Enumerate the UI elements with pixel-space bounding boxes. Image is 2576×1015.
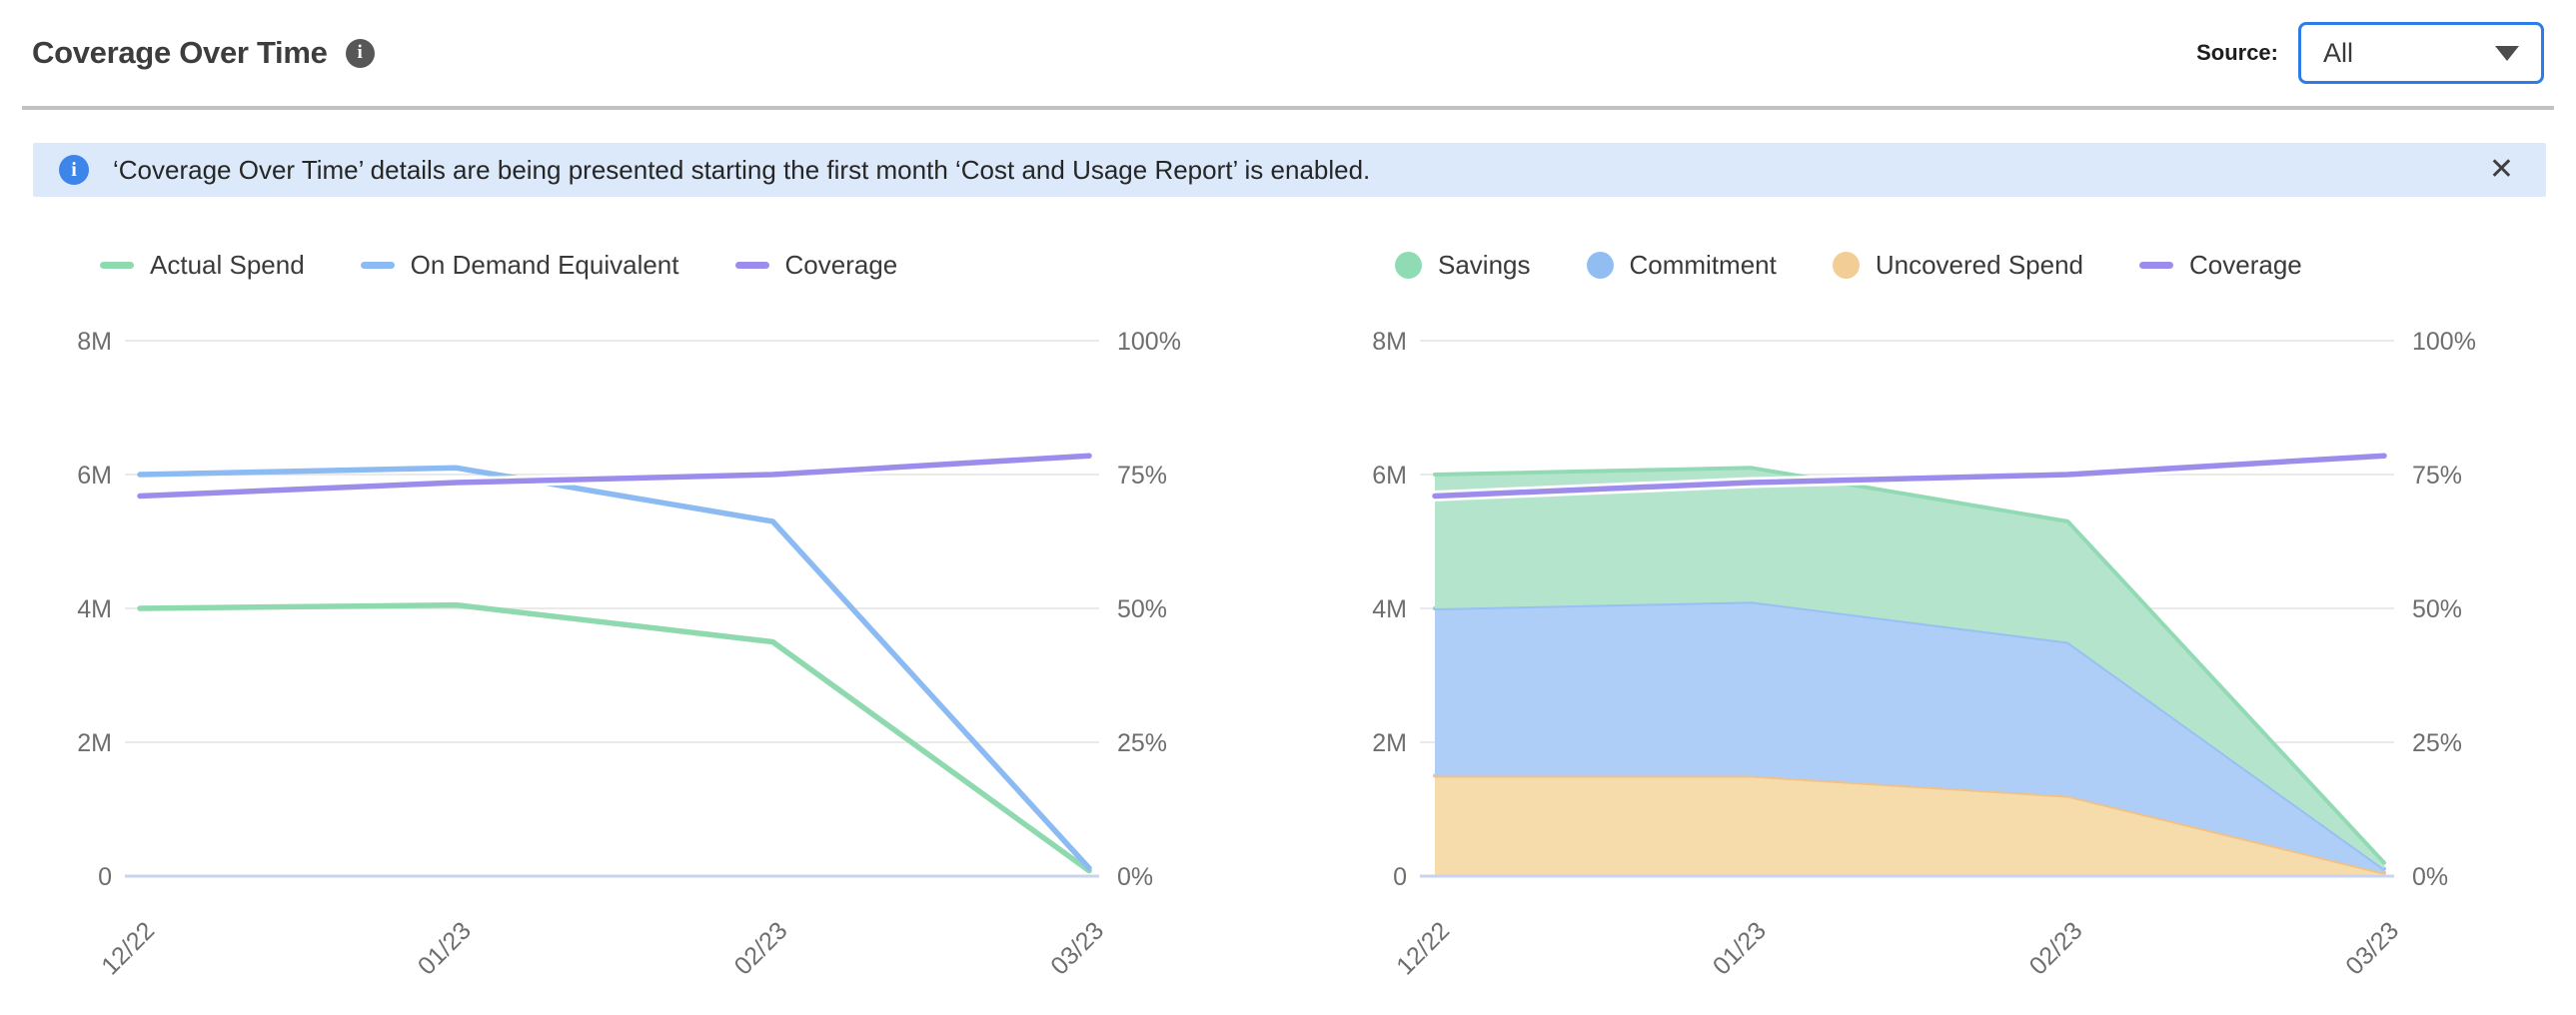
- area-chart-legend: Savings Commitment Uncovered Spend Coverage: [1395, 233, 2574, 297]
- x-axis-label: 02/23: [729, 916, 793, 980]
- area-edge-commitment: [1433, 599, 2386, 871]
- header: Coverage Over Time i Source: All: [0, 0, 2576, 106]
- x-axis-label: 12/22: [96, 916, 160, 980]
- line-chart-legend: Actual Spend On Demand Equivalent Coverage: [100, 233, 1279, 297]
- legend-item-commitment[interactable]: Commitment: [1586, 249, 1777, 281]
- source-filter: Source: All: [2196, 22, 2544, 84]
- info-banner: i ‘Coverage Over Time’ details are being…: [33, 143, 2546, 197]
- coverage-line-chart-panel: Actual Spend On Demand Equivalent Coverage…: [30, 233, 1279, 1000]
- area-chart[interactable]: 0 2M 4M 6M 8M 0% 25% 50% 75% 100% 12/22 01/23 02/23 0…: [1325, 301, 2574, 1000]
- legend-dot-swatch: [1586, 251, 1614, 279]
- line-coverage[interactable]: [1432, 453, 2387, 500]
- y-axis-label-left: 2M: [77, 729, 112, 757]
- charts-row: Actual Spend On Demand Equivalent Coverage…: [0, 233, 2576, 1000]
- legend-line-swatch: [734, 261, 769, 269]
- area-uncovered-spend[interactable]: [1435, 775, 2384, 877]
- legend-label: Commitment: [1629, 249, 1777, 280]
- y-axis-label-left: 0: [1393, 863, 1407, 891]
- legend-label: Coverage: [784, 249, 898, 280]
- x-axis-label: 01/23: [413, 916, 477, 980]
- y-axis-label-right: 100%: [2412, 328, 2476, 356]
- y-axis-label-right: 0%: [1117, 863, 1153, 891]
- y-axis-label-left: 2M: [1372, 729, 1407, 757]
- legend-dot-swatch: [1395, 251, 1422, 279]
- title-wrap: Coverage Over Time i: [32, 35, 375, 71]
- y-axis-label-left: 6M: [1372, 462, 1407, 490]
- source-dropdown-value: All: [2323, 37, 2354, 68]
- y-axis-label-right: 100%: [1117, 328, 1181, 356]
- legend-item-uncovered-spend[interactable]: Uncovered Spend: [1832, 249, 2083, 281]
- y-axis-label-right: 25%: [2412, 729, 2462, 757]
- y-axis-label-right: 50%: [2412, 595, 2462, 623]
- y-axis-label-right: 75%: [1117, 462, 1167, 490]
- legend-item-actual-spend[interactable]: Actual Spend: [100, 250, 305, 281]
- y-axis-label-left: 8M: [77, 328, 112, 356]
- line-actual-spend[interactable]: [137, 601, 1092, 874]
- x-axis-label: 02/23: [2024, 916, 2088, 980]
- legend-item-coverage[interactable]: Coverage: [734, 249, 898, 281]
- info-icon[interactable]: i: [345, 38, 375, 68]
- legend-line-swatch: [2139, 261, 2173, 269]
- legend-item-savings[interactable]: Savings: [1395, 250, 1531, 281]
- x-axis-label: 03/23: [2340, 916, 2404, 980]
- x-axis-label: 01/23: [1708, 916, 1772, 980]
- close-icon[interactable]: ✕: [2488, 153, 2514, 186]
- legend-line-swatch: [360, 261, 395, 269]
- line-coverage[interactable]: [137, 453, 1092, 500]
- y-axis-label-right: 0%: [2412, 863, 2448, 891]
- y-axis-label-right: 75%: [2412, 462, 2462, 490]
- line-on-demand-equivalent[interactable]: [137, 465, 1092, 871]
- banner-info-icon: i: [59, 155, 89, 185]
- header-divider: [22, 106, 2554, 110]
- x-axis-label: 12/22: [1391, 916, 1455, 980]
- y-axis-label-left: 6M: [77, 462, 112, 490]
- area-savings[interactable]: [1435, 468, 2384, 869]
- coverage-area-chart-panel: Savings Commitment Uncovered Spend Coverage…: [1325, 233, 2574, 1000]
- line-chart[interactable]: 0 2M 4M 6M 8M 0% 25% 50% 75% 100% 12/22 01/23 02/23 0…: [30, 301, 1279, 1000]
- legend-label: Savings: [1438, 249, 1531, 280]
- legend-label: Uncovered Spend: [1875, 249, 2083, 280]
- y-axis-label-left: 4M: [1372, 595, 1407, 623]
- area-commitment[interactable]: [1435, 601, 2384, 873]
- y-axis-label-left: 4M: [77, 595, 112, 623]
- legend-line-swatch: [100, 261, 134, 269]
- legend-item-on-demand-equivalent[interactable]: On Demand Equivalent: [360, 249, 679, 281]
- legend-label: Coverage: [2189, 249, 2302, 280]
- legend-dot-swatch: [1832, 251, 1860, 279]
- y-axis-label-right: 50%: [1117, 595, 1167, 623]
- legend-label: Actual Spend: [150, 249, 305, 280]
- legend-item-coverage[interactable]: Coverage: [2139, 250, 2302, 281]
- y-axis-label-right: 25%: [1117, 729, 1167, 757]
- banner-text: ‘Coverage Over Time’ details are being p…: [113, 154, 1371, 185]
- x-axis-label: 03/23: [1045, 916, 1109, 980]
- y-axis-label-left: 0: [98, 863, 112, 891]
- y-axis-label-left: 8M: [1372, 328, 1407, 356]
- source-label: Source:: [2196, 40, 2278, 65]
- source-dropdown[interactable]: All: [2298, 22, 2544, 84]
- area-edge-savings: [1433, 466, 2386, 865]
- chevron-down-icon: [2495, 45, 2519, 61]
- page-title: Coverage Over Time: [32, 35, 328, 70]
- legend-label: On Demand Equivalent: [410, 249, 679, 280]
